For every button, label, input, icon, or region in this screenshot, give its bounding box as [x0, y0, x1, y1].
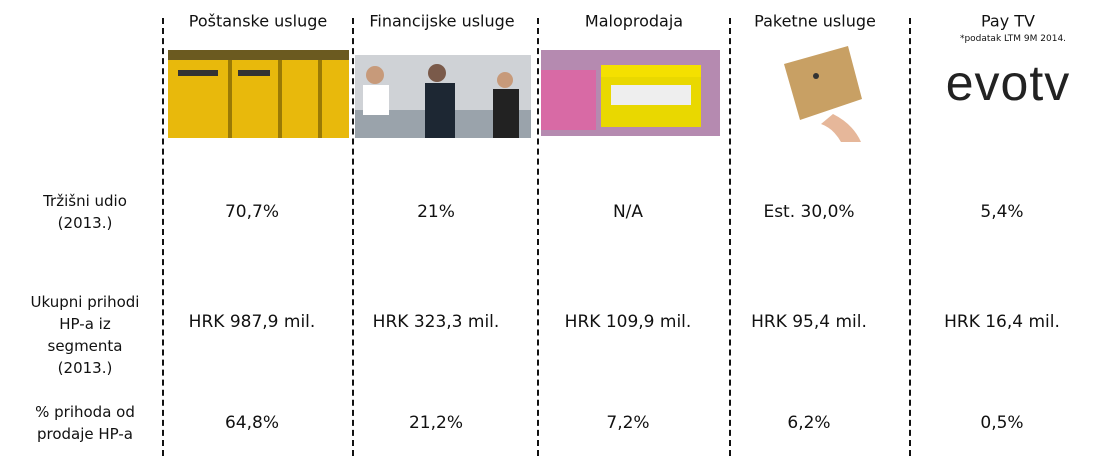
row-label: % prihoda od prodaje HP-a — [20, 401, 150, 445]
cell-value: HRK 95,4 mil. — [751, 312, 867, 332]
divider — [352, 18, 354, 456]
cell-value: 7,2% — [606, 413, 649, 433]
column-note: *podatak LTM 9M 2014. — [960, 34, 1066, 44]
divider — [729, 18, 731, 456]
cell-value: HRK 109,9 mil. — [565, 312, 692, 332]
mailbox-photo — [168, 50, 349, 138]
column-title: Poštanske usluge — [189, 12, 327, 31]
slide: Poštanske usluge Financijske usluge Malopr… — [0, 0, 1094, 457]
cell-value: 5,4% — [980, 202, 1023, 222]
column-title: Financijske usluge — [369, 12, 514, 31]
cell-value: 0,5% — [980, 413, 1023, 433]
cell-value: N/A — [613, 202, 643, 222]
office-photo — [355, 55, 531, 138]
cell-value: 64,8% — [225, 413, 279, 433]
divider — [909, 18, 911, 456]
package-photo — [778, 44, 864, 142]
column-title: Paketne usluge — [754, 12, 876, 31]
cell-value: 21,2% — [409, 413, 463, 433]
cell-value: 21% — [417, 202, 455, 222]
cell-value: HRK 16,4 mil. — [944, 312, 1060, 332]
cell-value: HRK 323,3 mil. — [373, 312, 500, 332]
divider — [162, 18, 164, 456]
cell-value: Est. 30,0% — [763, 202, 854, 222]
row-label: Ukupni prihodi HP-a iz segmenta (2013.) — [20, 291, 150, 379]
cell-value: HRK 987,9 mil. — [189, 312, 316, 332]
column-title: Maloprodaja — [585, 12, 683, 31]
column-title: Pay TV — [981, 12, 1035, 31]
cell-value: 6,2% — [787, 413, 830, 433]
shop-photo — [541, 50, 720, 136]
row-label: Tržišni udio (2013.) — [20, 190, 150, 234]
cell-value: 70,7% — [225, 202, 279, 222]
divider — [537, 18, 539, 456]
logo: evotv — [946, 54, 1071, 112]
